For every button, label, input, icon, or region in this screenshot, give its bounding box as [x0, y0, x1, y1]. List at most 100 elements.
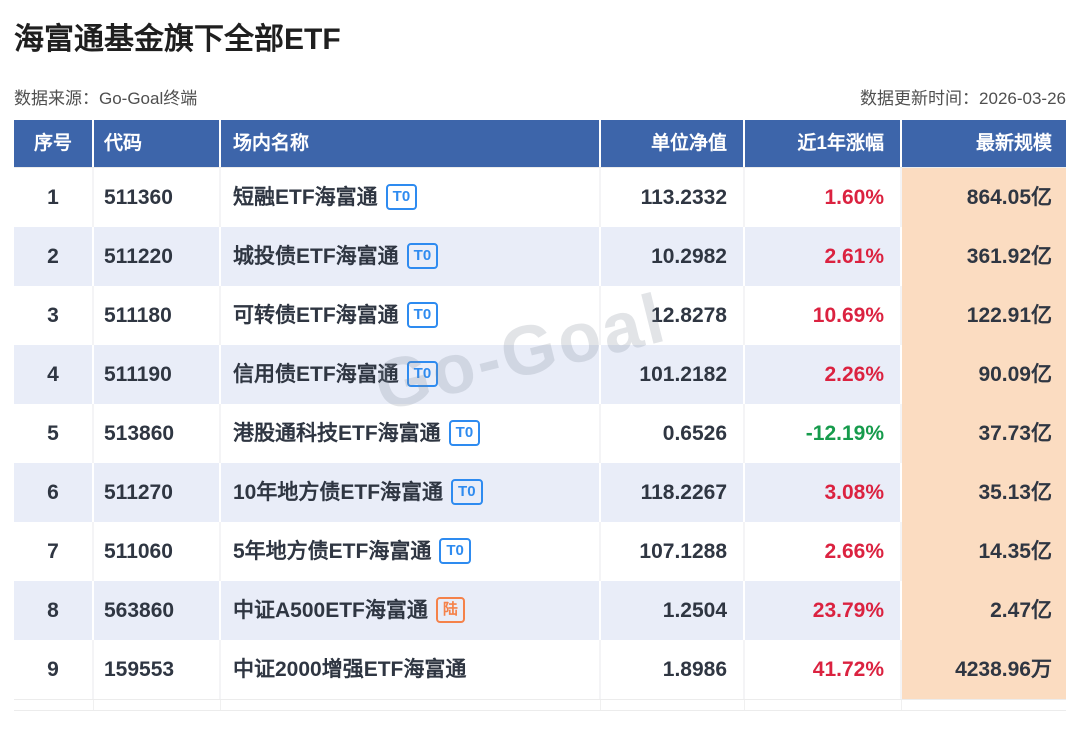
table-row: 9 159553 中证2000增强ETF海富通 1.8986 41.72% 42…: [14, 640, 1066, 699]
cell-code: 513860: [94, 404, 221, 463]
header-cell-scale: 最新规模: [975, 133, 1052, 154]
data-source-label: 数据来源：Go-Goal终端: [14, 89, 198, 108]
cell-code: 511220: [94, 227, 221, 286]
t0-badge: T0: [448, 420, 481, 446]
footer-cell: [14, 700, 94, 710]
header-cell-code: 代码: [94, 120, 221, 167]
cell-name: 短融ETF海富通 T0: [221, 168, 601, 227]
t0-badge: T0: [385, 184, 418, 210]
fund-name: 5年地方债ETF海富通: [233, 540, 432, 563]
cell-change: 41.72%: [745, 640, 902, 699]
cell-name: 信用债ETF海富通 T0: [221, 345, 601, 404]
cell-scale: 864.05亿: [902, 168, 1066, 227]
page-title: 海富通基金旗下全部ETF: [14, 23, 341, 56]
table-row: 7 511060 5年地方债ETF海富通 T0 107.1288 2.66% 14…: [14, 522, 1066, 581]
cell-change: 3.08%: [745, 463, 902, 522]
table-row: 3 511180 可转债ETF海富通 T0 12.8278 10.69% 122.…: [14, 286, 1066, 345]
cell-scale: 4238.96万: [902, 640, 1066, 699]
t0-badge: T0: [406, 302, 439, 328]
fund-name: 信用债ETF海富通: [233, 363, 399, 386]
t0-badge: T0: [451, 479, 483, 505]
cell-scale: 37.73亿: [902, 404, 1066, 463]
cell-scale: 361.92亿: [902, 227, 1066, 286]
cell-no: 7: [14, 522, 94, 581]
fund-name: 10年地方债ETF海富通: [233, 481, 444, 504]
cell-no: 4: [14, 345, 94, 404]
table-header-row: 序号 代码 场内名称 单位净值 近1年涨幅 最新规模: [14, 120, 1066, 167]
cell-change: 2.66%: [745, 522, 902, 581]
cell-code: 511270: [94, 463, 221, 522]
cell-code: 511060: [94, 522, 221, 581]
cell-scale: 90.09亿: [902, 345, 1066, 404]
t0-badge: T0: [406, 243, 439, 269]
fund-name: 中证A500ETF海富通: [233, 599, 428, 622]
table-row: 5 513860 港股通科技ETF海富通 T0 0.6526 -12.19% 37…: [14, 404, 1066, 463]
fund-name: 城投债ETF海富通: [233, 245, 399, 268]
footer-cell: [94, 700, 221, 710]
cell-name: 10年地方债ETF海富通 T0: [221, 463, 601, 522]
table-row: 2 511220 城投债ETF海富通 T0 10.2982 2.61% 361.9…: [14, 227, 1066, 286]
cell-no: 6: [14, 463, 94, 522]
lu-badge: 陆: [435, 597, 465, 623]
header-cell-name: 场内名称: [221, 120, 601, 167]
cell-code: 511180: [94, 286, 221, 345]
cell-nav: 101.2182: [601, 345, 745, 404]
cell-name: 港股通科技ETF海富通 T0: [221, 404, 601, 463]
cell-nav: 107.1288: [601, 522, 745, 581]
meta-row: 数据来源：Go-Goal终端 数据更新时间：2026-03-26: [14, 84, 1066, 109]
table-footer-strip: [14, 699, 1066, 711]
fund-name: 中证2000增强ETF海富通: [233, 658, 467, 681]
cell-nav: 1.8986: [601, 640, 745, 699]
cell-change: -12.19%: [745, 404, 902, 463]
table-row: 8 563860 中证A500ETF海富通陆 1.2504 23.79% 2.4…: [14, 581, 1066, 640]
cell-no: 3: [14, 286, 94, 345]
cell-nav: 10.2982: [601, 227, 745, 286]
cell-name: 中证2000增强ETF海富通: [221, 640, 601, 699]
cell-change: 1.60%: [745, 168, 902, 227]
cell-code: 563860: [94, 581, 221, 640]
header-cell-no: 序号: [14, 120, 94, 167]
cell-change: 23.79%: [745, 581, 902, 640]
cell-nav: 113.2332: [601, 168, 745, 227]
cell-code: 511360: [94, 168, 221, 227]
cell-scale: 14.35亿: [902, 522, 1066, 581]
footer-cell: [745, 700, 902, 710]
cell-scale: 35.13亿: [902, 463, 1066, 522]
table-body: 1 511360 短融ETF海富通 T0 113.2332 1.60% 864.0…: [14, 167, 1066, 699]
cell-nav: 118.2267: [601, 463, 745, 522]
cell-no: 1: [14, 168, 94, 227]
table-row: 1 511360 短融ETF海富通 T0 113.2332 1.60% 864.0…: [14, 168, 1066, 227]
fund-name: 短融ETF海富通: [233, 186, 378, 209]
footer-cell: [221, 700, 601, 710]
cell-name: 5年地方债ETF海富通 T0: [221, 522, 601, 581]
cell-no: 8: [14, 581, 94, 640]
fund-name: 港股通科技ETF海富通: [233, 422, 441, 445]
cell-scale: 122.91亿: [902, 286, 1066, 345]
footer-cell: [601, 700, 745, 710]
cell-change: 2.26%: [745, 345, 902, 404]
etf-table: 序号 代码 场内名称 单位净值 近1年涨幅 最新规模 1 511360 短融ET…: [14, 120, 1066, 711]
cell-code: 511190: [94, 345, 221, 404]
table-row: 4 511190 信用债ETF海富通 T0 101.2182 2.26% 90.0…: [14, 345, 1066, 404]
cell-no: 5: [14, 404, 94, 463]
footer-cell: [902, 700, 1066, 710]
cell-name: 可转债ETF海富通 T0: [221, 286, 601, 345]
data-update-time: 数据更新时间：2026-03-26: [860, 89, 1066, 108]
cell-name: 城投债ETF海富通 T0: [221, 227, 601, 286]
cell-no: 9: [14, 640, 94, 699]
table-row: 6 511270 10年地方债ETF海富通 T0 118.2267 3.08% 3…: [14, 463, 1066, 522]
t0-badge: T0: [439, 538, 471, 564]
cell-nav: 12.8278: [601, 286, 745, 345]
cell-change: 10.69%: [745, 286, 902, 345]
cell-nav: 0.6526: [601, 404, 745, 463]
t0-badge: T0: [406, 361, 439, 387]
header-cell-nav: 单位净值: [601, 120, 745, 167]
cell-change: 2.61%: [745, 227, 902, 286]
header-cell-change: 近1年涨幅: [745, 120, 902, 167]
cell-name: 中证A500ETF海富通陆: [221, 581, 601, 640]
cell-scale: 2.47亿: [902, 581, 1066, 640]
fund-name: 可转债ETF海富通: [233, 304, 399, 327]
cell-no: 2: [14, 227, 94, 286]
cell-nav: 1.2504: [601, 581, 745, 640]
